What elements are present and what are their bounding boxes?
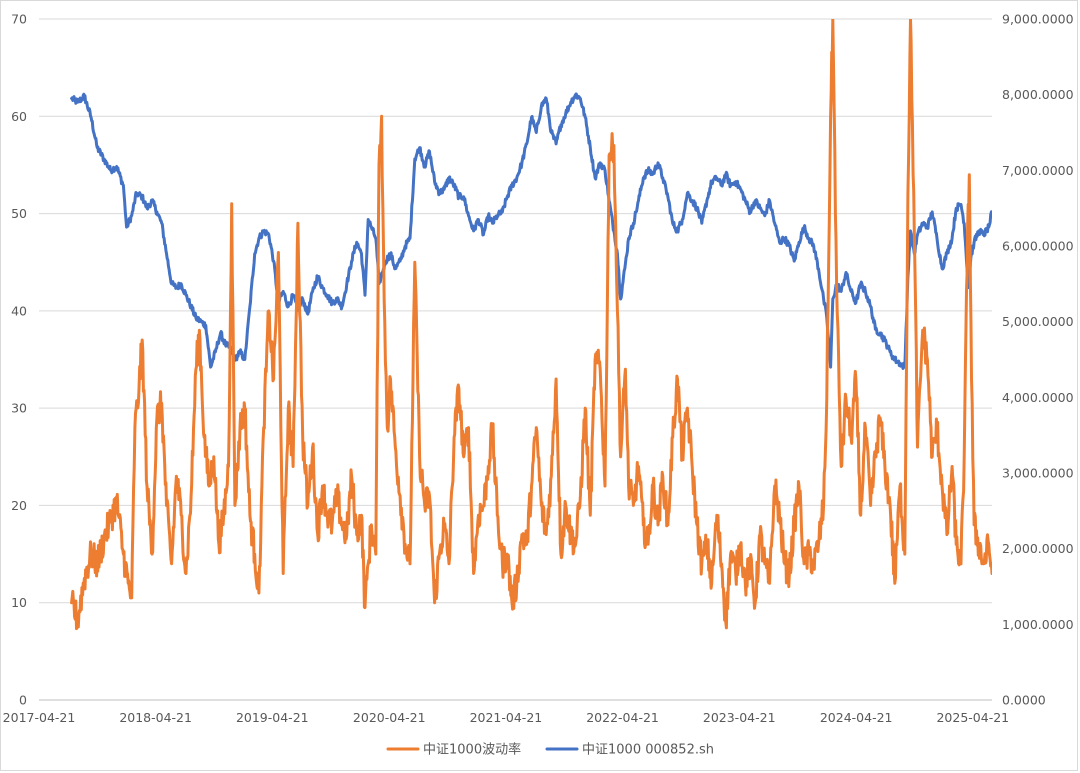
index-series-line (70, 92, 992, 370)
y-right-tick-label: 5,000.0000 (1002, 314, 1074, 329)
y-left-tick-label: 40 (11, 303, 27, 318)
x-tick-label: 2020-04-21 (353, 710, 426, 725)
series-layer (70, 19, 992, 631)
y-right-tick-label: 6,000.0000 (1002, 239, 1074, 254)
y-left-tick-label: 0 (19, 693, 27, 708)
x-tick-label: 2025-04-21 (936, 710, 1009, 725)
x-tick-label: 2021-04-21 (470, 710, 543, 725)
grid-layer (39, 18, 992, 604)
x-tick-label: 2019-04-21 (236, 710, 309, 725)
x-tick-label: 2022-04-21 (586, 710, 659, 725)
y-right-tick-label: 1,000.0000 (1002, 617, 1074, 632)
y-left-tick-label: 30 (11, 401, 27, 416)
legend: 中证1000波动率 中证1000 000852.sh (386, 742, 714, 758)
y-left-tick-label: 70 (11, 12, 27, 27)
legend-label: 中证1000波动率 (423, 742, 521, 758)
y-right-tick-label: 8,000.0000 (1002, 87, 1074, 102)
axis-layer: 0 10 20 30 40 50 60 70 0.0000 1,000.0000 2,000.000… (3, 12, 1074, 726)
y-right-tick-label: 0.0000 (1002, 693, 1046, 708)
x-tick-label: 2018-04-21 (119, 710, 192, 725)
y-left-tick-label: 50 (11, 206, 27, 221)
x-tick-label: 2017-04-21 (3, 710, 76, 725)
x-tick-label: 2023-04-21 (703, 710, 776, 725)
legend-item-volatility: 中证1000波动率 (386, 742, 521, 758)
legend-label: 中证1000 000852.sh (582, 743, 714, 758)
y-right-tick-label: 7,000.0000 (1002, 163, 1074, 178)
y-left-tick-label: 20 (11, 498, 27, 513)
legend-item-index: 中证1000 000852.sh (545, 743, 714, 758)
volatility-series-line (70, 19, 992, 631)
y-left-tick-label: 10 (11, 595, 27, 610)
y-right-tick-label: 9,000.0000 (1002, 12, 1074, 27)
y-right-tick-label: 3,000.0000 (1002, 466, 1074, 481)
y-right-tick-label: 2,000.0000 (1002, 541, 1074, 556)
y-right-tick-label: 4,000.0000 (1002, 390, 1074, 405)
y-left-tick-label: 60 (11, 109, 27, 124)
x-tick-label: 2024-04-21 (820, 710, 893, 725)
